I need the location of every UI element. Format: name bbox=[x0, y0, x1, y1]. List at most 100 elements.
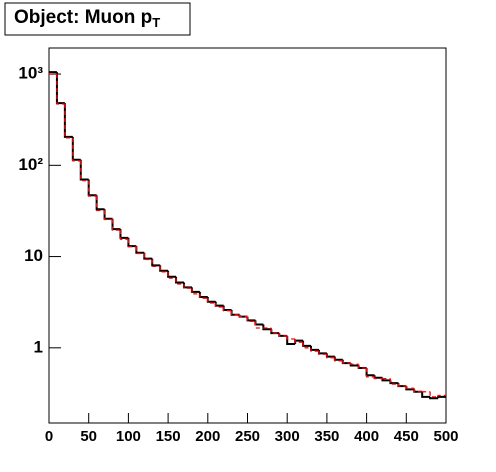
x-tick-label: 50 bbox=[80, 428, 97, 445]
histogram-step bbox=[183, 284, 192, 289]
x-tick-label: 0 bbox=[45, 428, 53, 445]
histogram-step bbox=[199, 293, 208, 299]
x-tick-label: 450 bbox=[394, 428, 419, 445]
histogram-step bbox=[191, 288, 200, 295]
y-tick-label: 10² bbox=[18, 155, 43, 174]
histogram-step bbox=[95, 195, 105, 211]
histogram-step bbox=[71, 136, 81, 161]
histogram-step bbox=[270, 327, 280, 334]
histogram-step bbox=[437, 395, 446, 399]
histogram-step bbox=[294, 338, 304, 343]
histogram-step bbox=[373, 376, 383, 380]
histogram-step bbox=[246, 316, 256, 322]
histogram-step bbox=[350, 363, 359, 365]
histogram-step bbox=[182, 282, 192, 289]
histogram-step bbox=[167, 270, 177, 278]
x-tick-label: 150 bbox=[156, 428, 181, 445]
y-tick-label: 1 bbox=[34, 337, 43, 356]
histogram-step bbox=[373, 375, 383, 379]
y-tick-label: 10³ bbox=[18, 64, 43, 83]
histogram-step bbox=[159, 266, 169, 273]
histogram-step bbox=[365, 368, 375, 377]
histogram-step bbox=[230, 310, 240, 316]
histogram-step bbox=[79, 159, 89, 181]
x-tick-label: 250 bbox=[235, 428, 260, 445]
histogram-step bbox=[262, 324, 272, 331]
histogram-step bbox=[135, 246, 145, 255]
histogram-step bbox=[318, 351, 327, 355]
x-tick-label: 350 bbox=[314, 428, 339, 445]
histogram-step bbox=[278, 333, 288, 337]
histogram-step bbox=[215, 302, 224, 308]
histogram-step bbox=[159, 265, 169, 272]
histogram-step bbox=[143, 253, 153, 261]
plot-frame bbox=[48, 47, 447, 424]
histogram-step bbox=[325, 353, 335, 358]
histogram-step bbox=[405, 386, 415, 389]
histogram-step bbox=[389, 378, 399, 385]
histogram-step bbox=[175, 276, 184, 284]
histogram-step bbox=[88, 180, 97, 197]
histogram-step bbox=[310, 345, 319, 351]
title-main: Object: Muon p bbox=[14, 7, 152, 28]
histogram-step bbox=[389, 380, 399, 385]
x-tick-label: 500 bbox=[433, 428, 458, 445]
histogram-step bbox=[429, 391, 439, 398]
histogram-step bbox=[334, 357, 343, 362]
title-subscript: T bbox=[152, 15, 160, 30]
histogram-step bbox=[103, 210, 113, 221]
histogram-step bbox=[190, 287, 200, 293]
histogram-step bbox=[119, 229, 129, 239]
histogram-step bbox=[214, 301, 224, 307]
histogram-step bbox=[175, 278, 184, 285]
histogram-step bbox=[429, 396, 439, 400]
histogram-step bbox=[342, 360, 351, 364]
title-box bbox=[4, 2, 191, 36]
x-tick-label: 100 bbox=[116, 428, 141, 445]
histogram-step bbox=[358, 364, 367, 369]
histogram-step bbox=[302, 342, 312, 349]
histogram-step bbox=[103, 209, 113, 220]
histogram-step bbox=[80, 160, 89, 182]
histogram-step bbox=[238, 314, 248, 318]
histogram-step bbox=[119, 230, 129, 240]
histogram-step bbox=[365, 368, 375, 378]
histogram-step bbox=[135, 246, 145, 254]
histogram-step bbox=[286, 335, 296, 346]
histogram-step bbox=[333, 356, 343, 361]
histogram-step bbox=[143, 252, 153, 260]
x-tick-label: 300 bbox=[275, 428, 300, 445]
histogram-step bbox=[223, 307, 232, 312]
histogram-step bbox=[437, 394, 446, 397]
histogram-step bbox=[206, 297, 216, 303]
histogram-step bbox=[246, 316, 256, 322]
histogram-step bbox=[310, 347, 319, 352]
histogram-step bbox=[72, 137, 81, 162]
histogram-step bbox=[207, 298, 216, 304]
histogram-step bbox=[397, 384, 407, 387]
chart-title: Object: Muon pT bbox=[14, 7, 160, 30]
histogram-step bbox=[151, 259, 161, 268]
histogram-step bbox=[421, 391, 431, 398]
histogram-step bbox=[413, 388, 423, 393]
histogram-step bbox=[222, 305, 232, 311]
histogram-step bbox=[317, 349, 327, 355]
histogram-step bbox=[254, 321, 264, 329]
histogram-step bbox=[286, 335, 296, 340]
histogram-step bbox=[230, 309, 240, 316]
histogram-step bbox=[326, 354, 335, 359]
histogram-step bbox=[151, 258, 161, 267]
histogram-step bbox=[127, 239, 137, 248]
histogram-step bbox=[87, 179, 97, 197]
x-tick-label: 200 bbox=[195, 428, 220, 445]
histogram-step bbox=[127, 237, 137, 248]
histogram-step bbox=[63, 103, 73, 138]
histogram-step bbox=[95, 196, 105, 212]
histogram-step bbox=[198, 291, 208, 299]
x-tick-label: 400 bbox=[354, 428, 379, 445]
histogram-step bbox=[302, 340, 312, 347]
histogram-step bbox=[56, 74, 65, 105]
histogram-step bbox=[55, 72, 65, 105]
histogram-step bbox=[64, 103, 73, 139]
histogram-step bbox=[254, 320, 264, 326]
